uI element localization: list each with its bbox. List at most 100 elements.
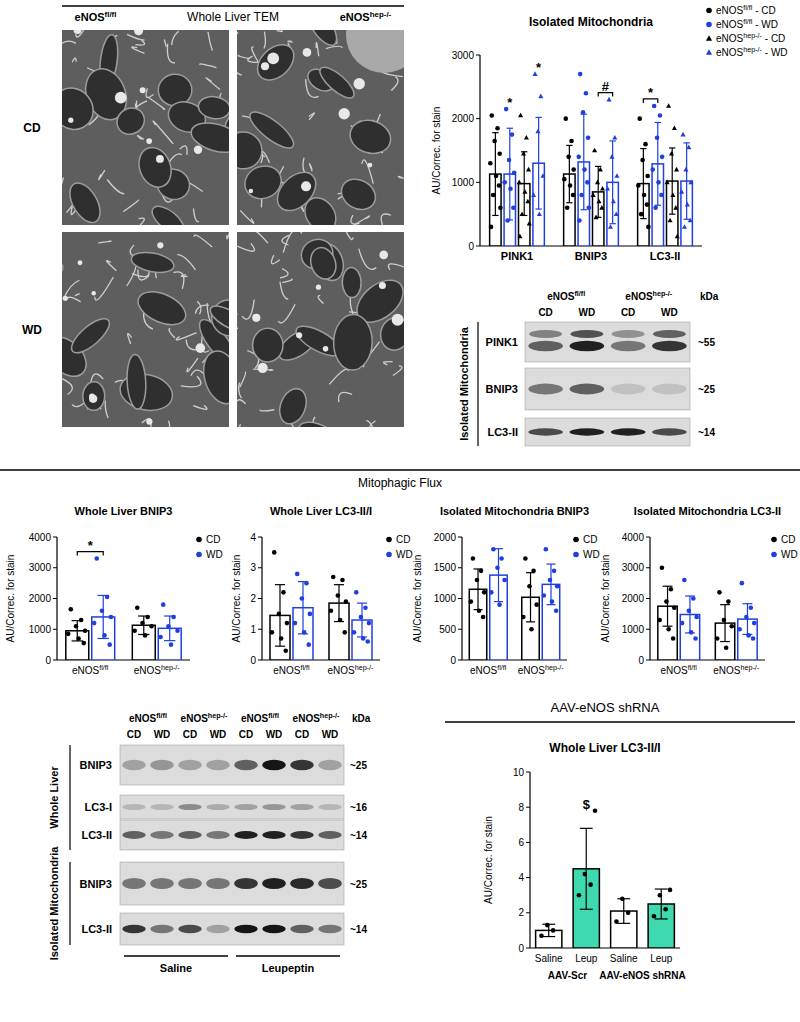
tem-mitochondrion xyxy=(275,385,311,427)
tem-membrane xyxy=(138,136,144,140)
tem-mitochondrion xyxy=(130,249,176,275)
y-tick-label: 0 xyxy=(518,943,524,954)
blot-band xyxy=(611,384,646,395)
superscript: hep-/- xyxy=(740,663,759,672)
tem-membrane xyxy=(359,249,377,270)
data-point xyxy=(527,221,532,226)
x-tick-label: Saline xyxy=(610,953,638,964)
lane-label: CD xyxy=(239,729,253,740)
error-cap xyxy=(521,215,527,216)
error-cap xyxy=(164,640,175,641)
western-blot: eNOSfl/fleNOShep-/-eNOSfl/fleNOShep-/-CD… xyxy=(48,711,371,974)
tem-membrane xyxy=(316,43,319,57)
blot-band xyxy=(570,384,605,395)
data-point xyxy=(517,234,522,239)
tem-vesicle xyxy=(267,53,279,65)
data-point xyxy=(655,135,660,140)
data-point xyxy=(158,635,163,640)
row-label: BNIP3 xyxy=(486,383,518,395)
tem-mitochondrion xyxy=(377,314,404,353)
legend-label: WD xyxy=(781,549,798,560)
kda-header: kDa xyxy=(700,291,719,302)
column-label: eNOSfl/fl xyxy=(241,711,279,724)
tem-membrane xyxy=(264,32,265,49)
data-point xyxy=(512,170,517,175)
legend-marker xyxy=(706,22,712,28)
chart-title: Isolated Mitochondria BNIP3 xyxy=(440,505,589,517)
blot-band xyxy=(150,878,174,889)
tem-vesicle xyxy=(338,108,349,119)
data-point xyxy=(645,174,650,179)
data-point xyxy=(656,180,661,185)
blot-band xyxy=(652,384,687,395)
error-stem xyxy=(103,595,104,638)
data-point xyxy=(642,193,647,198)
blot-band xyxy=(318,878,342,889)
error-cap xyxy=(357,636,367,637)
data-point xyxy=(668,218,673,223)
tem-membrane xyxy=(238,55,250,58)
tem-membrane xyxy=(136,40,145,45)
tem-mitochondrion xyxy=(307,244,340,282)
y-tick-label: 1 xyxy=(250,624,256,635)
x-tick-label: Leup xyxy=(575,953,598,964)
legend-marker xyxy=(196,537,202,543)
x-tick-label: eNOShep-/- xyxy=(327,663,374,676)
error-bar xyxy=(609,141,615,224)
bar-chart: Isolated Mitochondria LC3-IIAU/Correc. f… xyxy=(600,505,798,676)
tem-mitochondrion xyxy=(62,80,102,138)
data-point xyxy=(507,158,512,163)
error-cap xyxy=(546,604,555,605)
error-cap xyxy=(655,888,668,889)
tem-membrane xyxy=(135,100,136,109)
superscript: hep-/- xyxy=(653,289,673,298)
text-part: eNOS xyxy=(716,19,744,30)
data-point xyxy=(659,193,664,198)
error-cap xyxy=(521,151,527,152)
figure: Whole Liver TEMeNOSfl/fleNOShep-/-CDWDeN… xyxy=(0,0,800,1022)
tem-membrane xyxy=(282,235,289,245)
y-tick-label: 2 xyxy=(518,907,524,918)
data-point xyxy=(660,155,665,160)
tem-membrane xyxy=(283,232,302,253)
data-point xyxy=(585,180,590,185)
data-point xyxy=(729,624,734,629)
lane-label: WD xyxy=(210,729,227,740)
tem-mitochondrion xyxy=(126,354,147,410)
y-tick xyxy=(258,629,262,630)
data-point xyxy=(352,630,357,635)
tem-membrane xyxy=(255,232,268,243)
section-headers: Mitophagic FluxAAV-eNOS shRNA xyxy=(0,470,800,722)
data-point xyxy=(591,192,596,197)
tem-membrane xyxy=(177,255,195,270)
tem-membrane xyxy=(194,235,212,247)
y-tick-label: 0 xyxy=(450,655,456,666)
legend: CDWD xyxy=(196,534,222,560)
superscript: hep-/- xyxy=(320,711,340,720)
column-label: eNOShep-/- xyxy=(340,10,392,23)
data-point xyxy=(562,177,567,182)
tem-vesicle xyxy=(379,282,386,289)
data-point xyxy=(673,205,678,210)
tem-mitochondrion xyxy=(346,115,395,158)
tem-image xyxy=(62,30,229,225)
data-point xyxy=(331,575,336,580)
blot-band xyxy=(570,330,603,338)
error-bar xyxy=(685,596,695,633)
axis-title: AU/Correc. for stain xyxy=(412,555,423,643)
lane-label: CD xyxy=(127,729,141,740)
data-point xyxy=(285,621,290,626)
data-point xyxy=(600,186,605,191)
tem-membrane xyxy=(278,304,295,323)
tem-vesicle xyxy=(91,291,95,295)
data-point xyxy=(571,193,576,198)
x-tick-label: eNOSfl/fl xyxy=(661,663,698,676)
error-cap xyxy=(334,584,344,585)
error-cap xyxy=(566,145,572,146)
tem-membrane xyxy=(329,369,348,384)
row-label: BNIP3 xyxy=(80,759,112,771)
superscript: fl/fl xyxy=(743,3,753,12)
annotation: * xyxy=(648,85,654,100)
data-point xyxy=(497,183,502,188)
legend: CDWD xyxy=(771,534,797,560)
